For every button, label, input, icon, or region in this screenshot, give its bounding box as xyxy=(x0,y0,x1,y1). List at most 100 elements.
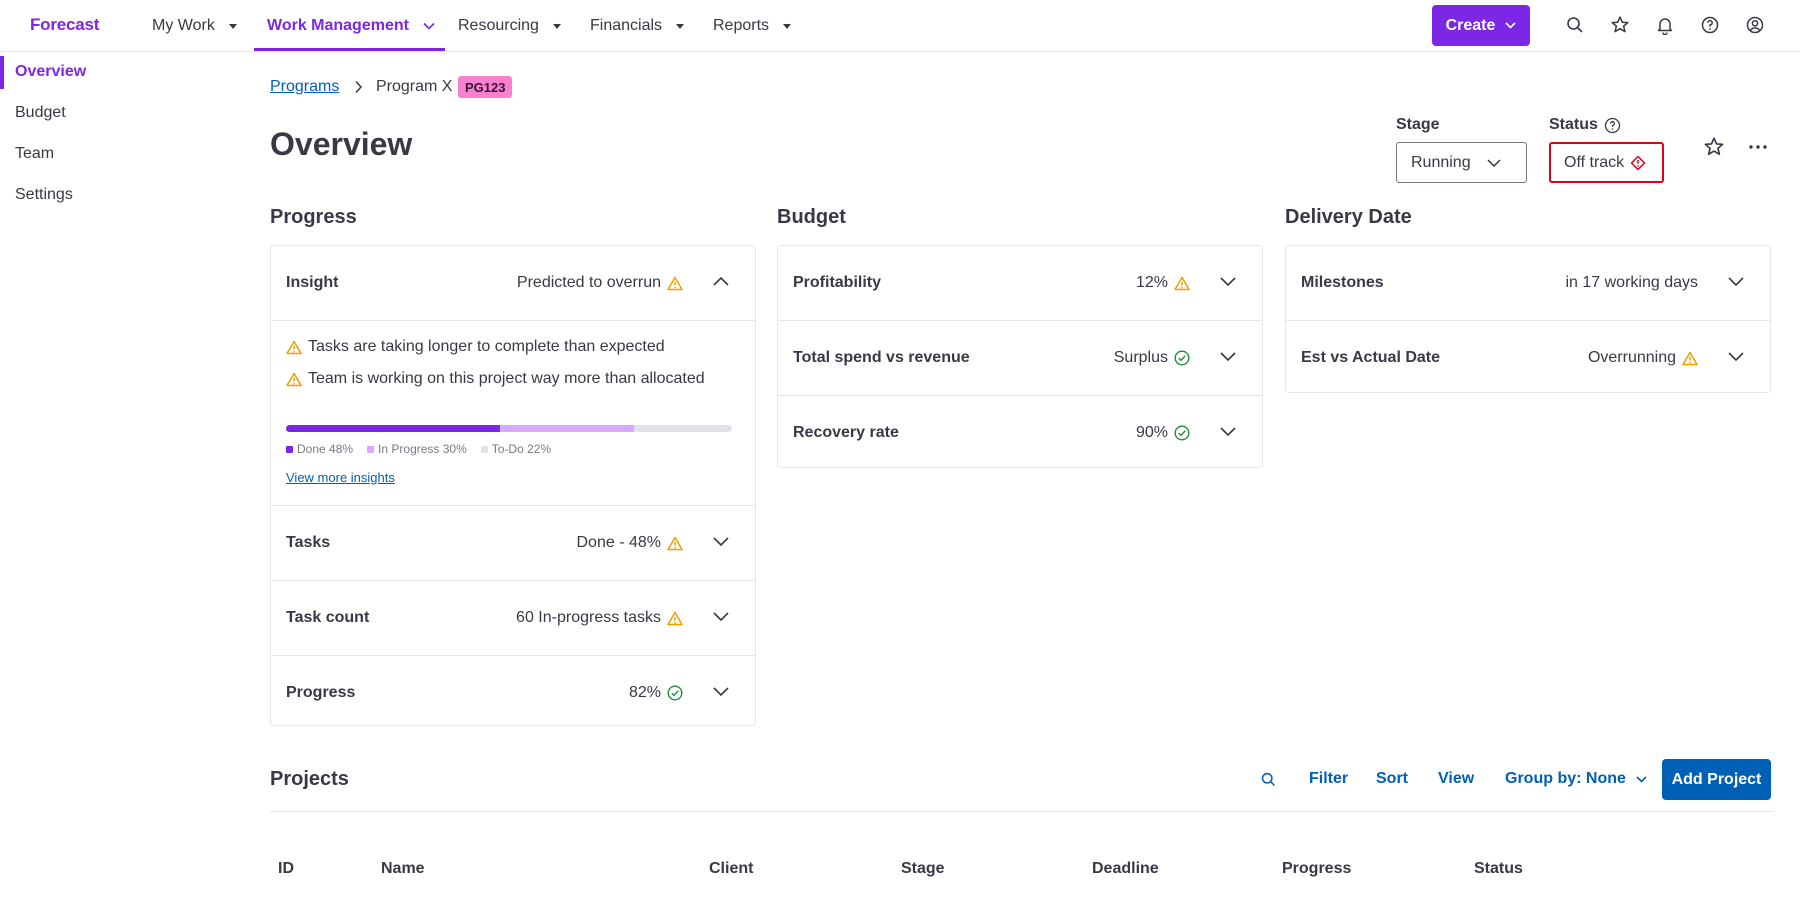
est-vs-actual-row[interactable]: Est vs Actual Date Overrunning xyxy=(1286,321,1770,396)
help-icon[interactable] xyxy=(1604,117,1621,134)
create-button[interactable]: Create xyxy=(1432,5,1530,46)
favorite-star-icon[interactable] xyxy=(1703,136,1725,158)
stage-select[interactable]: Running xyxy=(1396,142,1527,183)
breadcrumb-programs-link[interactable]: Programs xyxy=(270,78,340,95)
sidebar-item-team[interactable]: Team xyxy=(15,145,55,162)
create-label: Create xyxy=(1445,16,1496,34)
chevron-down-icon[interactable] xyxy=(1728,277,1744,286)
insight-line: Tasks are taking longer to complete than… xyxy=(286,338,665,356)
column-header-deadline[interactable]: Deadline xyxy=(1092,860,1159,877)
nav-label: My Work xyxy=(152,17,215,34)
column-header-status[interactable]: Status xyxy=(1474,860,1523,877)
chevron-down-icon[interactable] xyxy=(713,687,729,696)
legend-label: Done 48% xyxy=(297,442,354,456)
row-value: Overrunning xyxy=(1588,349,1698,367)
view-more-insights-link[interactable]: View more insights xyxy=(286,470,395,485)
nav-resourcing[interactable]: Resourcing xyxy=(458,0,561,52)
recovery-rate-row[interactable]: Recovery rate 90% xyxy=(778,396,1262,471)
insight-value: Predicted to overrun xyxy=(517,274,683,292)
chevron-down-icon[interactable] xyxy=(1220,352,1236,361)
row-value-text: 60 In-progress tasks xyxy=(516,609,661,626)
sidebar-item-overview[interactable]: Overview xyxy=(15,63,87,80)
chevron-down-icon[interactable] xyxy=(1220,277,1236,286)
nav-label: Resourcing xyxy=(458,17,539,34)
caret-down-icon xyxy=(228,23,237,29)
check-circle-icon xyxy=(1174,350,1190,366)
chevron-down-icon xyxy=(1505,22,1516,29)
row-value-text: Surplus xyxy=(1113,349,1168,366)
chevron-down-icon xyxy=(1636,775,1647,783)
sort-button[interactable]: Sort xyxy=(1376,770,1408,787)
add-project-button[interactable]: Add Project xyxy=(1662,759,1771,800)
legend-dot xyxy=(286,445,293,453)
row-label: Tasks xyxy=(286,534,331,551)
progress-row[interactable]: Progress 82% xyxy=(271,656,755,731)
active-nav-indicator xyxy=(254,48,445,51)
row-label: Recovery rate xyxy=(793,424,899,441)
insight-row[interactable]: Insight Predicted to overrun xyxy=(271,246,755,321)
view-button[interactable]: View xyxy=(1438,770,1475,787)
status-label-text: Status xyxy=(1549,116,1598,133)
nav-reports[interactable]: Reports xyxy=(713,0,792,52)
nav-label: Reports xyxy=(713,17,770,34)
bell-icon[interactable] xyxy=(1655,15,1675,35)
warning-icon xyxy=(286,340,302,355)
legend-dot xyxy=(480,445,488,453)
column-header-progress[interactable]: Progress xyxy=(1282,860,1352,877)
column-header-client[interactable]: Client xyxy=(709,860,754,877)
row-label: Total spend vs revenue xyxy=(793,349,970,366)
off-track-diamond-icon xyxy=(1630,155,1646,171)
row-label: Est vs Actual Date xyxy=(1301,349,1441,366)
help-icon[interactable] xyxy=(1700,15,1720,35)
row-label: Profitability xyxy=(793,274,882,291)
warning-icon xyxy=(667,611,683,626)
forecast-logo[interactable]: Forecast xyxy=(30,15,100,34)
status-select[interactable]: Off track xyxy=(1549,142,1664,183)
row-value: 60 In-progress tasks xyxy=(516,609,683,627)
total-spend-row[interactable]: Total spend vs revenue Surplus xyxy=(778,321,1262,396)
star-icon[interactable] xyxy=(1610,15,1630,35)
stage-value: Running xyxy=(1411,153,1471,171)
profile-icon[interactable] xyxy=(1745,15,1765,35)
search-icon[interactable] xyxy=(1260,771,1277,788)
chevron-right-icon xyxy=(354,80,363,94)
nav-my-work[interactable]: My Work xyxy=(152,0,237,52)
profitability-row[interactable]: Profitability 12% xyxy=(778,246,1262,321)
row-value-text: 82% xyxy=(628,684,661,701)
legend-done: Done 48% xyxy=(286,442,353,456)
row-label: Milestones xyxy=(1301,274,1384,291)
tasks-row[interactable]: Tasks Done - 48% xyxy=(271,506,755,581)
group-by-dropdown[interactable]: Group by: None xyxy=(1505,770,1647,788)
projects-title: Projects xyxy=(270,768,349,790)
search-icon[interactable] xyxy=(1565,15,1585,35)
progress-legend: Done 48% In Progress 30% To-Do 22% xyxy=(286,442,551,456)
stage-label: Stage xyxy=(1396,116,1440,133)
row-label: Task count xyxy=(286,609,370,626)
insight-value-text: Predicted to overrun xyxy=(516,274,661,291)
sidebar-item-settings[interactable]: Settings xyxy=(15,186,73,203)
chevron-down-icon[interactable] xyxy=(713,537,729,546)
chevron-down-icon[interactable] xyxy=(713,612,729,621)
column-header-id[interactable]: ID xyxy=(278,860,294,877)
insight-line: Team is working on this project way more… xyxy=(286,370,705,388)
sidebar-active-indicator xyxy=(0,56,4,89)
chevron-down-icon[interactable] xyxy=(1220,427,1236,436)
row-value-text: Overrunning xyxy=(1587,349,1676,366)
nav-work-management[interactable]: Work Management xyxy=(267,0,435,52)
warning-icon xyxy=(286,372,302,387)
task-count-row[interactable]: Task count 60 In-progress tasks xyxy=(271,581,755,656)
sidebar-item-budget[interactable]: Budget xyxy=(15,104,66,121)
row-label: Progress xyxy=(286,684,356,701)
chevron-down-icon[interactable] xyxy=(1728,352,1744,361)
milestones-row[interactable]: Milestones in 17 working days xyxy=(1286,246,1770,321)
warning-icon xyxy=(667,276,683,291)
column-header-name[interactable]: Name xyxy=(381,860,425,877)
nav-financials[interactable]: Financials xyxy=(590,0,685,52)
check-circle-icon xyxy=(667,685,683,701)
filter-button[interactable]: Filter xyxy=(1309,770,1349,787)
more-options-icon[interactable] xyxy=(1749,145,1767,149)
warning-icon xyxy=(667,536,683,551)
program-id-badge: PG123 xyxy=(458,76,513,98)
column-header-stage[interactable]: Stage xyxy=(901,860,945,877)
chevron-up-icon[interactable] xyxy=(713,277,729,286)
